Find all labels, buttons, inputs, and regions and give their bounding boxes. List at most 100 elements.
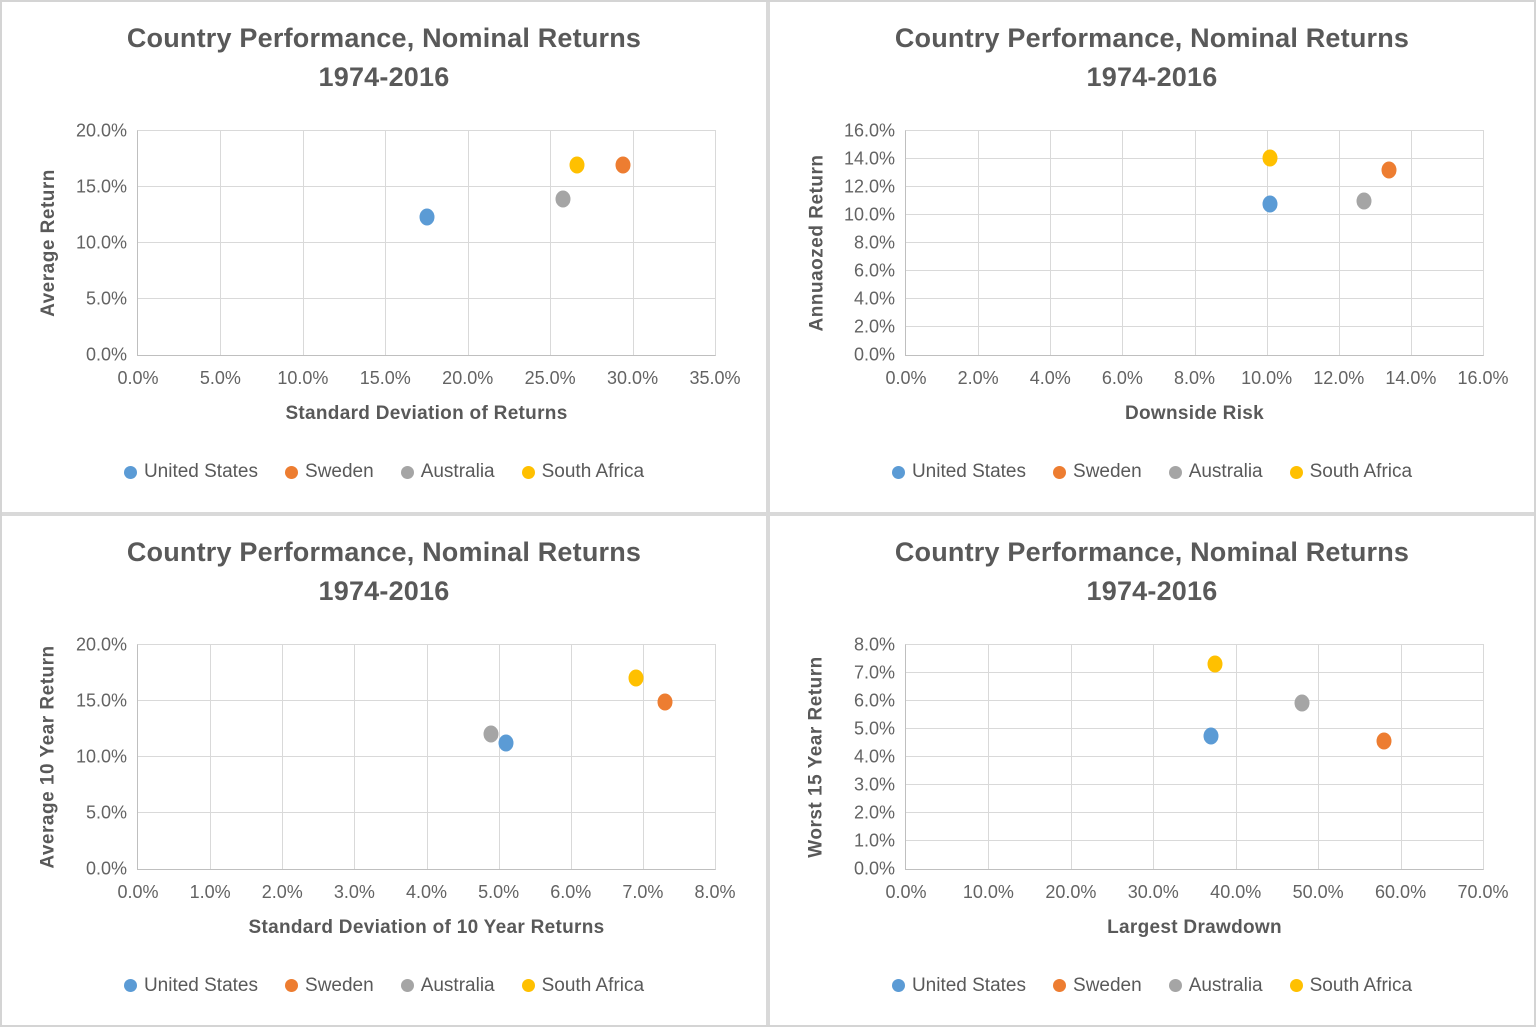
x-tick-label: 2.0% [957,368,999,388]
data-point-australia [483,725,499,743]
data-point-sweden [615,156,631,174]
y-tick-label: 10.0% [843,204,895,225]
y-axis-title: Average Return [30,130,68,356]
x-tick-label: 16.0% [1457,368,1509,388]
gridline [906,298,1483,299]
gridline [282,644,284,869]
data-point-south-africa [1207,655,1223,673]
plot-area: Largest Drawdown 0.0% 10.0% 20.0% 30.0% 40.0… [854,634,1509,938]
legend-item-australia: Australia [400,975,495,997]
legend-marker-icon [521,979,535,992]
gridline [906,326,1483,327]
legend-marker-icon [1168,979,1182,992]
x-tick-label: 20.0% [1045,881,1097,902]
legend-label: South Africa [1309,974,1413,996]
legend-item-australia: Australia [400,461,495,483]
chart-panel: Country Performance, Nominal Returns 1974… [2,515,766,1025]
legend-label: South Africa [541,974,645,996]
y-tick-label: 7.0% [853,662,895,682]
gridline [1070,644,1072,869]
y-tick-label: 6.0% [853,260,895,281]
legend-marker-icon [1289,979,1303,992]
legend: United States Sweden Australia South Africa [2,975,766,997]
gridline [906,783,1483,785]
x-tick-label: 6.0% [550,881,592,902]
legend-label: Sweden [305,461,374,482]
x-tick-label: 0.0% [117,881,159,902]
legend-label: United States [143,461,259,482]
legend-marker-icon [285,465,299,479]
legend: United States Sweden Australia South Africa [2,461,766,483]
x-tick-label: 50.0% [1292,881,1344,902]
gridline [642,644,644,869]
gridline [138,186,715,187]
chart-panel: Country Performance, Nominal Returns 1974… [770,515,1534,1025]
legend-label: Sweden [1073,974,1142,996]
legend-label: Sweden [305,974,374,996]
y-axis-title-text: Average 10 Year Return [38,644,60,869]
y-tick-label: 10.0% [75,232,127,253]
legend-marker-icon [1053,465,1067,479]
x-tick-label: 25.0% [524,368,576,388]
y-tick-label: 2.0% [853,802,895,822]
y-axis-title: Annuaozed Return [798,130,836,356]
gridline [1194,131,1196,355]
x-tick-label: 5.0% [199,368,241,388]
gridline [632,131,634,355]
x-tick-label: 1.0% [189,881,231,902]
y-tick-label: 8.0% [853,634,895,654]
legend-marker-icon [285,979,299,992]
legend-item-sweden: Sweden [285,461,374,483]
x-tick-label: 30.0% [607,368,659,388]
y-tick-label: 0.0% [853,344,895,365]
y-axis-title-text: Annuaozed Return [806,154,828,332]
y-tick-label: 16.0% [843,120,895,141]
gridline [426,644,428,869]
legend-item-australia: Australia [1168,975,1263,997]
gridline [220,131,222,355]
data-point-australia [1356,192,1372,210]
gridline [138,811,715,813]
legend-marker-icon [1168,465,1182,479]
x-tick-label: 2.0% [261,881,303,902]
gridline [906,242,1483,243]
y-axis-title: Worst 15 Year Return [798,644,836,870]
gridline [988,644,990,869]
y-tick-label: 4.0% [853,746,895,766]
gridline [906,671,1483,673]
x-tick-label: 0.0% [885,881,927,902]
x-tick-label: 8.0% [1173,368,1216,388]
legend: United States Sweden Australia South Africa [770,975,1534,997]
legend-marker-icon [1053,979,1067,992]
gridline [385,131,387,355]
x-tick-label: 4.0% [405,881,448,902]
legend-label: Sweden [1073,461,1142,482]
x-tick-label: 0.0% [117,368,159,388]
gridline [302,131,304,355]
legend-item-sweden: Sweden [285,975,374,997]
legend-marker-icon [400,979,414,992]
chart-title-line2: 1974-2016 [318,575,450,606]
plot-area: Standard Deviation of Returns 0.0% 5.0% 10… [76,121,741,425]
y-tick-label: 1.0% [853,830,895,850]
data-point-sweden [1376,732,1392,750]
gridline [906,158,1483,159]
chart-title: Country Performance, Nominal Returns 1974… [770,533,1534,611]
gridline [138,298,715,299]
chart-title-line2: 1974-2016 [318,62,450,92]
data-point-australia [1294,694,1310,712]
chart-panel: Country Performance, Nominal Returns 1974… [770,2,1534,512]
x-tick-label: 15.0% [359,368,411,388]
legend-item-united-states: United States [123,975,258,997]
x-tick-label: 3.0% [333,881,375,902]
y-tick-label: 3.0% [853,774,895,794]
legend-item-sweden: Sweden [1053,461,1142,483]
data-point-south-africa [1262,149,1278,167]
y-tick-label: 15.0% [75,176,127,197]
gridline [498,644,500,869]
x-tick-label: 8.0% [694,881,736,902]
gridline [1235,644,1237,869]
data-point-united-states [419,208,434,226]
y-tick-label: 12.0% [843,176,895,197]
legend-item-sweden: Sweden [1053,975,1142,997]
